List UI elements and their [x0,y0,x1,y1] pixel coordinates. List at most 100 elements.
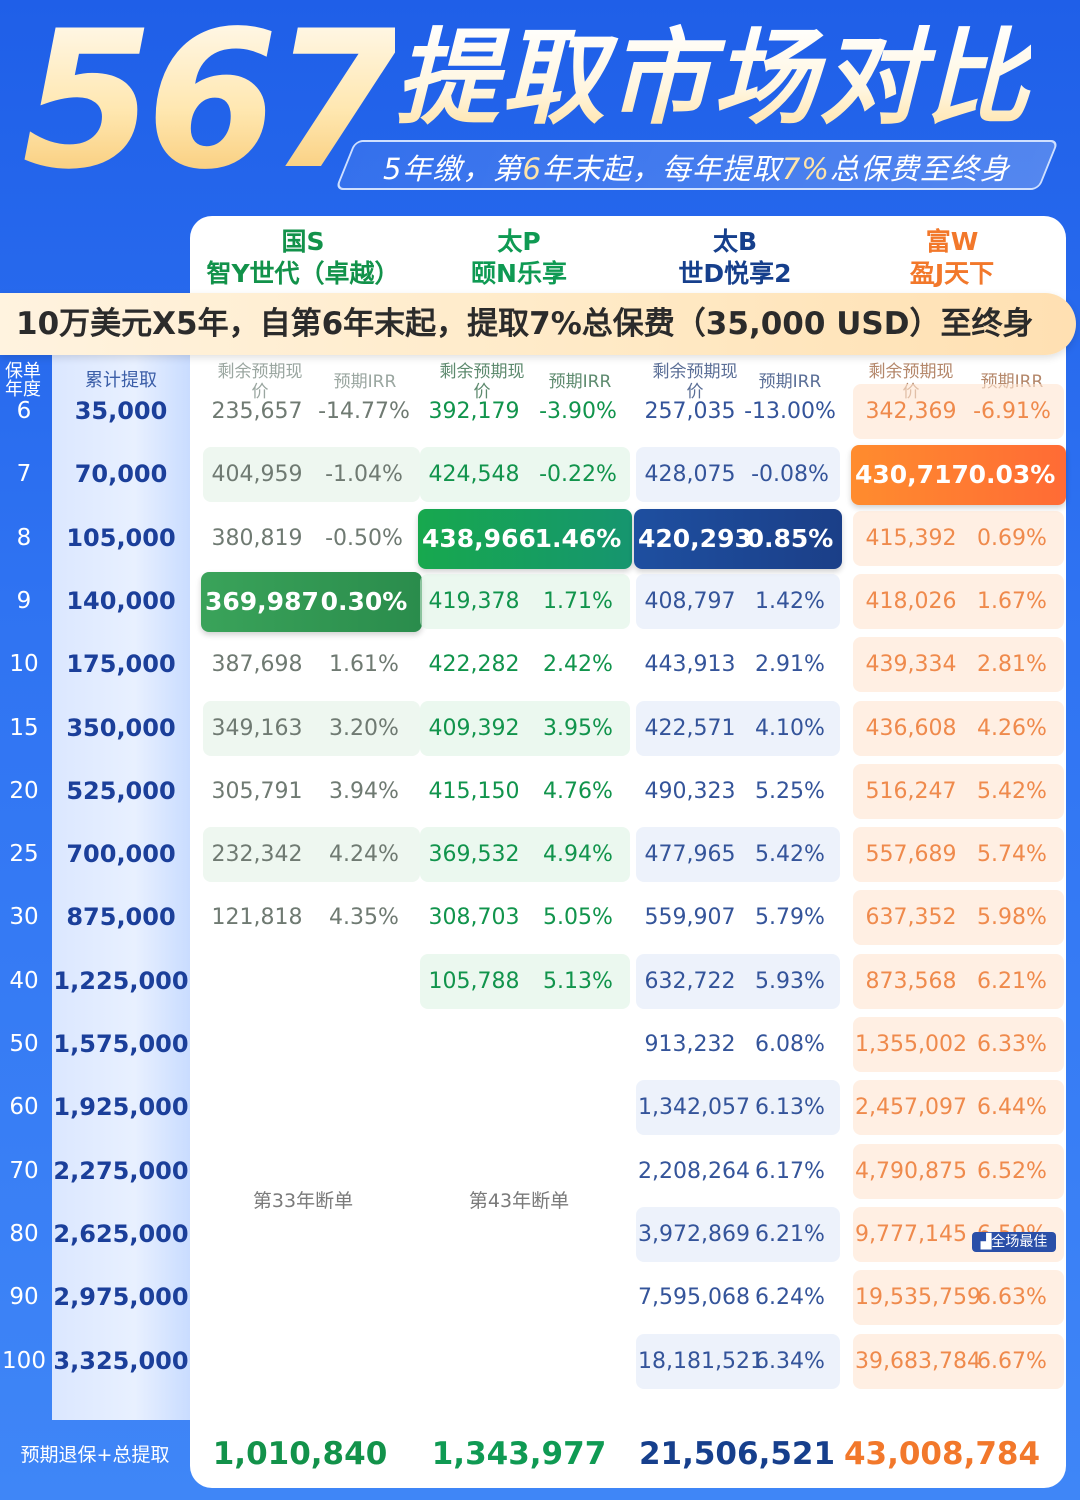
irr: 6.08% [755,1032,825,1057]
company-name: 富W [925,227,979,256]
best-badge: ▟全场最佳 [972,1232,1056,1252]
row-band [636,1206,840,1262]
irr: 1.71% [543,588,613,614]
irr: 6.34% [755,1348,825,1374]
cash-value: 415,150 [428,778,520,804]
cash-value: 418,026 [865,588,957,614]
hero-header: 567 提取市场对比 5年缴，第6年末起，每年提取7%总保费至终身 [0,0,1080,215]
row-band [853,953,1064,1009]
cash-value: 349,163 [211,715,303,741]
product-name: 盈J天下 [909,259,995,288]
policy-year: 40 [9,967,39,994]
row-band [853,827,1064,883]
table-row: 25 700,000 232,342 4.24% 369,532 4.94% 477,965… [0,823,1080,886]
irr: 6.63% [977,1285,1047,1311]
irr: 1.46% [534,523,622,553]
policy-year-header: 保单年度 [5,361,41,400]
irr: 6.33% [977,1032,1047,1057]
policy-year: 80 [9,1220,39,1247]
irr: 0.69% [977,525,1047,551]
cash-value: 557,689 [865,842,957,868]
irr: 6.21% [755,1221,825,1247]
cash-value: 415,392 [865,525,957,551]
irr: 4.24% [329,842,399,868]
row-band [853,637,1064,693]
column-header-1: 国S 智Y世代（卓越） [195,226,411,290]
table-row: 20 525,000 305,791 3.94% 415,150 4.76% 490,323… [0,760,1080,823]
policy-year: 15 [9,714,39,741]
cash-value: 2,457,097 [855,1095,967,1121]
table-row: 50 1,575,000 913,232 6.08% 1,355,002 6.33% [0,1013,1080,1076]
highlight-cell [418,508,632,569]
table-row: 10 175,000 387,698 1.61% 422,282 2.42% 443,913… [0,633,1080,696]
policy-year: 10 [9,651,39,678]
table-row: 6 35,000 235,657 -14.77% 392,179 -3.90% 257,03… [0,380,1080,443]
irr: 6.52% [977,1158,1047,1184]
row-band [636,573,840,629]
cumulative-withdrawal: 2,275,000 [53,1156,189,1185]
irr: 5.93% [755,968,825,994]
column-header-2: 太P 颐N乐享 [411,226,627,290]
subtitle-part: 5年缴，第 [383,152,523,186]
cash-value: 232,342 [211,842,303,868]
cumulative-withdrawal: 875,000 [66,903,176,932]
row-band [853,510,1064,566]
policy-year: 60 [9,1094,39,1121]
row-band [636,700,840,756]
irr: 6.24% [755,1285,825,1311]
table-row: 8 105,000 380,819 -0.50% 438,966 1.46% 420,293… [0,507,1080,570]
cash-value: 2,208,264 [638,1158,750,1184]
table-row: 90 2,975,000 7,595,068 6.24% 19,535,759 6.63% [0,1266,1080,1329]
irr: 6.13% [755,1095,825,1121]
policy-year: 100 [2,1347,46,1374]
company-name: 太B [712,227,758,256]
irr: -13.00% [744,399,836,424]
irr: 0.85% [746,523,834,553]
table-row: 30 875,000 121,818 4.35% 308,703 5.05% 559,907… [0,886,1080,949]
lapse-note-2: 第43年断单 [468,1190,570,1212]
irr: 4.35% [329,905,399,931]
product-name: 世D悦享2 [678,259,792,288]
policy-year: 50 [9,1031,39,1057]
cash-value: 39,683,784 [855,1348,981,1374]
cash-value: 308,703 [428,905,520,931]
irr: 5.05% [543,905,613,931]
row-band [203,447,420,503]
policy-year: 7 [16,461,32,488]
cash-value: 408,797 [644,588,736,614]
cash-value: 430,717 [855,460,969,490]
irr: -6.91% [973,399,1051,424]
policy-year: 8 [16,524,32,551]
table-row: 100 3,325,000 18,181,521 6.34% 39,683,784 6.6… [0,1330,1080,1393]
cumulative-header: 累计提取 [85,370,157,391]
cash-value: 121,818 [211,905,303,931]
cash-value: 409,392 [428,715,520,741]
table-row: 7 70,000 404,959 -1.04% 424,548 -0.22% 428,075… [0,443,1080,506]
irr: 4.10% [755,715,825,741]
total-1: 1,010,840 [212,1436,388,1472]
cumulative-withdrawal: 175,000 [66,650,176,679]
cumulative-withdrawal: 3,325,000 [53,1346,189,1375]
row-band [420,953,630,1009]
cash-value: 1,355,002 [855,1032,967,1057]
irr: 3.95% [543,715,613,741]
row-band [853,1017,1064,1072]
irr: 1.61% [329,652,399,678]
irr: -0.08% [751,462,829,488]
subtitle-highlight: 7% [781,152,830,186]
cash-value: 369,987 [205,586,319,616]
cash-value: 436,608 [865,715,957,741]
cumulative-withdrawal: 1,925,000 [53,1093,189,1122]
cumulative-column-bg [52,352,190,1420]
row-band [853,384,1064,439]
footer-label: 预期退保+总提取 [20,1444,170,1466]
cumulative-withdrawal: 35,000 [74,397,168,425]
subtitle-highlight: 6 [522,152,542,186]
cash-value: 438,966 [422,523,536,553]
irr: 5.79% [755,905,825,931]
irr: 4.26% [977,715,1047,741]
table-row: 9 140,000 369,987 0.30% 419,378 1.71% 408,797 1… [0,570,1080,633]
cumulative-withdrawal: 350,000 [66,713,176,742]
policy-year: 6 [16,398,32,424]
irr: -1.04% [325,462,403,488]
